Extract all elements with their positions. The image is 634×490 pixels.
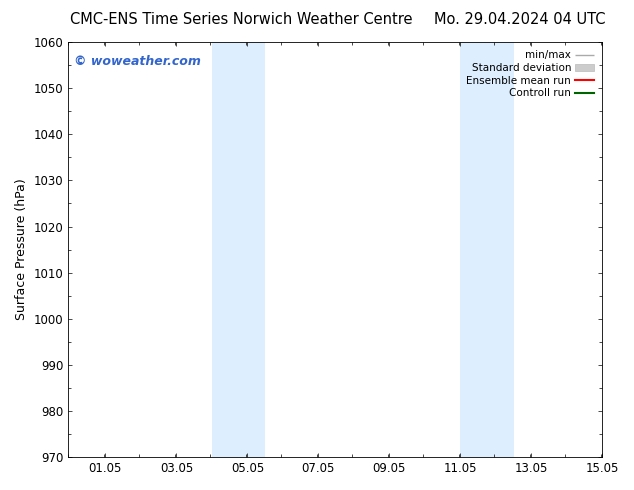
Text: © woweather.com: © woweather.com <box>74 54 200 68</box>
Text: CMC-ENS Time Series Norwich Weather Centre: CMC-ENS Time Series Norwich Weather Cent… <box>70 12 412 27</box>
Bar <box>212 42 265 457</box>
Text: Mo. 29.04.2024 04 UTC: Mo. 29.04.2024 04 UTC <box>434 12 605 27</box>
Y-axis label: Surface Pressure (hPa): Surface Pressure (hPa) <box>15 179 28 320</box>
Bar <box>460 42 514 457</box>
Legend: min/max, Standard deviation, Ensemble mean run, Controll run: min/max, Standard deviation, Ensemble me… <box>463 47 597 101</box>
